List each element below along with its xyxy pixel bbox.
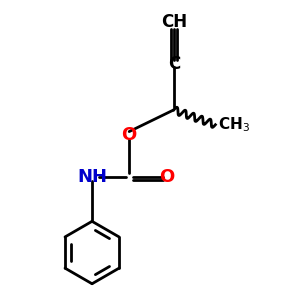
Text: CH$_3$: CH$_3$ (218, 116, 250, 134)
Text: NH: NH (77, 168, 107, 186)
Text: CH: CH (161, 13, 187, 31)
Text: C: C (168, 55, 180, 73)
Text: O: O (122, 126, 137, 144)
Text: O: O (159, 168, 174, 186)
